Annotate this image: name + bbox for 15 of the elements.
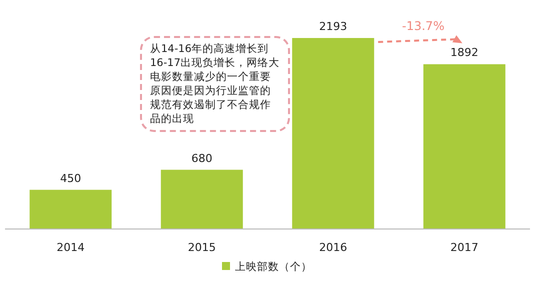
data-label: 2193 [319, 20, 348, 33]
bar [160, 170, 243, 229]
data-label: 450 [60, 172, 82, 185]
data-label: 680 [191, 152, 212, 165]
x-tick-label: 2017 [450, 241, 478, 254]
annotation: 从14-16年的高速增长到16-17出现负增长，网络大电影数量减少的一个重要原因便是因为行业监管的规范有效遏制了不合规作品的出现 [140, 36, 290, 132]
x-tick-label: 2014 [56, 241, 85, 254]
bar [292, 38, 374, 229]
x-tick-label: 2016 [319, 241, 348, 254]
bar [30, 190, 112, 229]
text: -13.7% [402, 19, 444, 33]
x-tick-label: 2015 [188, 241, 216, 254]
data-label: 1892 [450, 46, 478, 60]
bar [423, 64, 506, 229]
legend-label: 上映部数（个） [235, 260, 312, 273]
